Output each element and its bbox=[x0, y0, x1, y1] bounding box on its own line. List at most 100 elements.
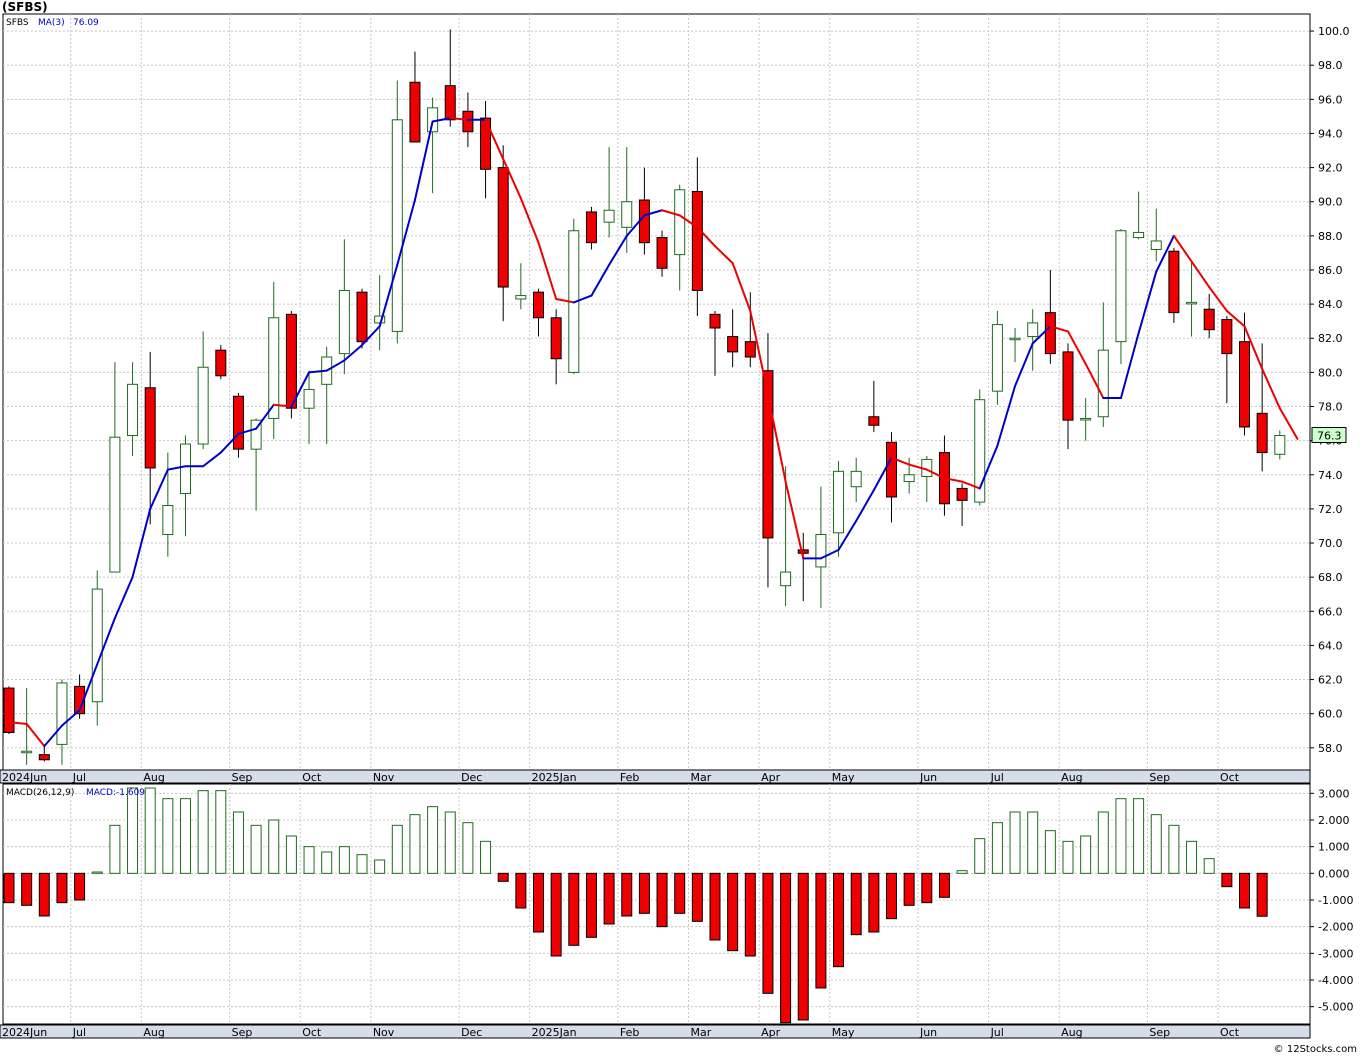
candle-body bbox=[56, 682, 68, 745]
date-axis-label: Apr bbox=[761, 771, 781, 784]
candle-body bbox=[1150, 240, 1162, 251]
price-tick-label: 90.0 bbox=[1318, 196, 1343, 209]
last-price-badge: 76.3 bbox=[1311, 427, 1347, 444]
candle-body bbox=[1009, 337, 1021, 341]
symbol-label: SFBS bbox=[6, 18, 29, 28]
ma3-segment bbox=[431, 117, 452, 123]
macd-bar bbox=[797, 872, 809, 1021]
macd-bar bbox=[215, 790, 227, 874]
candle-body bbox=[974, 399, 986, 503]
ma3-segment bbox=[1049, 325, 1069, 333]
ma3-segment bbox=[96, 617, 116, 666]
macd-bar bbox=[1221, 872, 1233, 888]
candle-body bbox=[91, 588, 103, 703]
ma3-segment bbox=[608, 234, 628, 266]
candle-body bbox=[691, 190, 703, 291]
date-axis-label: Aug bbox=[143, 771, 164, 784]
candle-body bbox=[709, 313, 721, 329]
candle-body bbox=[409, 81, 421, 143]
date-axis-label: 2025Jan bbox=[532, 771, 577, 784]
macd-bar bbox=[1044, 830, 1056, 874]
macd-tick-label: 1.000 bbox=[1318, 841, 1350, 854]
watermark: © 12Stocks.com bbox=[1274, 1044, 1357, 1055]
price-tick-label: 62.0 bbox=[1318, 674, 1343, 687]
date-axis-label: Sep bbox=[232, 771, 253, 784]
price-panel: 58.0 60.0 62.0 64.0 66.0 68.0 70.0 72.0 74.0 76.0… bbox=[2, 13, 1350, 771]
price-tick-label: 92.0 bbox=[1318, 162, 1343, 175]
ma3-segment bbox=[996, 385, 1017, 447]
candle-body bbox=[991, 324, 1003, 392]
ma3-segment bbox=[60, 709, 81, 727]
candle-body bbox=[162, 504, 174, 535]
macd-bar bbox=[1115, 798, 1127, 874]
candle-body bbox=[744, 341, 756, 358]
ma3-segment bbox=[1137, 270, 1158, 335]
macd-bar bbox=[21, 872, 33, 906]
ma3-segment bbox=[855, 489, 875, 522]
ma3-segment bbox=[714, 245, 734, 265]
ma3-segment bbox=[1190, 260, 1211, 289]
candle-body bbox=[603, 209, 615, 223]
ma3-segment bbox=[625, 214, 646, 237]
candle-body bbox=[868, 416, 880, 426]
date-axis-label: Aug bbox=[1061, 771, 1082, 784]
macd-bar bbox=[480, 840, 492, 874]
ma3-segment bbox=[219, 432, 240, 454]
candle-body bbox=[391, 119, 403, 332]
candle-body bbox=[197, 366, 209, 445]
price-tick-label: 68.0 bbox=[1318, 571, 1343, 584]
candle-body bbox=[1239, 341, 1250, 428]
ma3-segment bbox=[943, 477, 964, 483]
macd-bar bbox=[232, 811, 244, 874]
macd-bar bbox=[356, 854, 368, 874]
candle-body bbox=[427, 107, 439, 133]
date-axis-label: Mar bbox=[691, 1026, 712, 1039]
macd-bar bbox=[991, 822, 1003, 874]
candle-body bbox=[903, 474, 915, 483]
macd-value: MACD:-1.609 bbox=[86, 788, 145, 798]
price-tick-label: 72.0 bbox=[1318, 503, 1343, 516]
ma3-segment bbox=[361, 325, 381, 347]
ma3-segment bbox=[502, 158, 522, 200]
macd-bar bbox=[3, 872, 15, 904]
macd-bar bbox=[568, 872, 580, 946]
candle-body bbox=[638, 199, 650, 244]
macd-bar bbox=[1097, 811, 1109, 874]
price-tick-label: 58.0 bbox=[1318, 742, 1343, 755]
candle-body bbox=[285, 313, 297, 409]
ma3-segment bbox=[272, 403, 293, 408]
ma3-segment bbox=[572, 294, 593, 304]
ma3-segment bbox=[131, 507, 152, 579]
macd-tick-label: -5.000 bbox=[1318, 1001, 1353, 1014]
ma3-segment bbox=[784, 480, 805, 560]
candle-body bbox=[232, 395, 244, 450]
candle-body bbox=[303, 388, 315, 409]
date-axis-label: Jun bbox=[919, 1026, 937, 1039]
macd-bar bbox=[1203, 858, 1215, 874]
macd-bar bbox=[109, 824, 121, 874]
macd-tick-label: 0.000 bbox=[1318, 867, 1350, 880]
candle-body bbox=[356, 291, 368, 343]
macd-bar bbox=[762, 872, 774, 994]
ma3-segment bbox=[696, 226, 716, 248]
ma3-segment bbox=[1014, 342, 1034, 388]
macd-bar bbox=[303, 846, 315, 874]
date-axis-label: Nov bbox=[373, 1026, 395, 1039]
ma3-segment bbox=[255, 403, 275, 430]
candle-body bbox=[621, 201, 633, 228]
price-tick-label: 64.0 bbox=[1318, 639, 1343, 652]
date-axis-label: Oct bbox=[302, 771, 322, 784]
macd-bar bbox=[1239, 872, 1250, 909]
candle-body bbox=[886, 441, 897, 498]
candle-body bbox=[780, 571, 792, 587]
date-axis-label: Sep bbox=[232, 1026, 253, 1039]
macd-bar bbox=[74, 872, 86, 901]
macd-tick-label: -1.000 bbox=[1318, 894, 1353, 907]
candle-body bbox=[109, 436, 121, 573]
date-axis-label: Jul bbox=[990, 771, 1004, 784]
macd-bar bbox=[515, 872, 527, 909]
date-axis-label: 2025Jan bbox=[532, 1026, 577, 1039]
ma3-segment bbox=[1067, 330, 1087, 365]
macd-bar bbox=[1009, 811, 1021, 874]
macd-bar bbox=[656, 872, 668, 928]
